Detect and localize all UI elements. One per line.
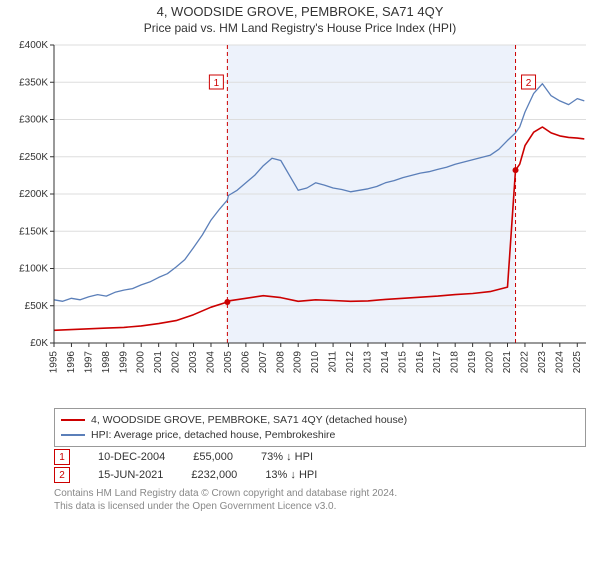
svg-text:2017: 2017 xyxy=(432,351,443,374)
svg-text:1999: 1999 xyxy=(118,351,129,374)
svg-text:2002: 2002 xyxy=(171,351,182,374)
annotation-date-2: 15-JUN-2021 xyxy=(98,469,163,481)
svg-text:£400K: £400K xyxy=(19,40,48,51)
annotation-date-1: 10-DEC-2004 xyxy=(98,451,165,463)
svg-text:2020: 2020 xyxy=(485,351,496,374)
svg-text:2: 2 xyxy=(526,78,532,89)
legend-label-property: 4, WOODSIDE GROVE, PEMBROKE, SA71 4QY (d… xyxy=(91,413,407,428)
svg-text:£50K: £50K xyxy=(25,301,49,312)
legend: 4, WOODSIDE GROVE, PEMBROKE, SA71 4QY (d… xyxy=(54,408,586,447)
svg-text:2003: 2003 xyxy=(188,351,199,374)
footnote: Contains HM Land Registry data © Crown c… xyxy=(54,487,586,513)
svg-text:£350K: £350K xyxy=(19,77,48,88)
svg-text:2015: 2015 xyxy=(397,351,408,374)
chart-title: 4, WOODSIDE GROVE, PEMBROKE, SA71 4QY xyxy=(0,4,600,19)
svg-text:1995: 1995 xyxy=(49,351,60,374)
svg-text:2001: 2001 xyxy=(153,351,164,374)
annotation-row-2: 2 15-JUN-2021 £232,000 13% ↓ HPI xyxy=(54,467,586,483)
svg-text:2024: 2024 xyxy=(554,351,565,374)
svg-text:2013: 2013 xyxy=(362,351,373,374)
svg-text:2004: 2004 xyxy=(205,351,216,374)
annotation-price-2: £232,000 xyxy=(191,469,237,481)
svg-text:£250K: £250K xyxy=(19,152,48,163)
annotation-row-1: 1 10-DEC-2004 £55,000 73% ↓ HPI xyxy=(54,449,586,465)
svg-text:2000: 2000 xyxy=(136,351,147,374)
annotation-price-1: £55,000 xyxy=(193,451,233,463)
svg-text:2012: 2012 xyxy=(345,351,356,374)
chart-subtitle: Price paid vs. HM Land Registry's House … xyxy=(0,21,600,35)
price-chart: £0K £50K £100K £150K £200K £250K £300K £350K £40… xyxy=(0,39,600,404)
svg-text:2008: 2008 xyxy=(275,351,286,374)
svg-text:1997: 1997 xyxy=(83,351,94,374)
svg-text:1: 1 xyxy=(214,78,220,89)
svg-text:2014: 2014 xyxy=(380,351,391,374)
svg-text:2006: 2006 xyxy=(240,351,251,374)
svg-text:2018: 2018 xyxy=(450,351,461,374)
svg-text:2025: 2025 xyxy=(572,351,583,374)
annotation-marker-1: 1 xyxy=(54,449,70,465)
svg-text:2010: 2010 xyxy=(310,351,321,374)
svg-text:£200K: £200K xyxy=(19,189,48,200)
svg-text:£300K: £300K xyxy=(19,115,48,126)
legend-label-hpi: HPI: Average price, detached house, Pemb… xyxy=(91,428,335,443)
annotation-marker-2: 2 xyxy=(54,467,70,483)
svg-text:2005: 2005 xyxy=(223,351,234,374)
svg-text:1998: 1998 xyxy=(101,351,112,374)
svg-text:2023: 2023 xyxy=(537,351,548,374)
svg-text:2021: 2021 xyxy=(502,351,513,374)
svg-text:1996: 1996 xyxy=(66,351,77,374)
annotation-delta-2: 13% ↓ HPI xyxy=(265,469,317,481)
svg-text:2009: 2009 xyxy=(293,351,304,374)
svg-text:2016: 2016 xyxy=(415,351,426,374)
svg-text:£100K: £100K xyxy=(19,264,48,275)
svg-text:2019: 2019 xyxy=(467,351,478,374)
legend-item-hpi: HPI: Average price, detached house, Pemb… xyxy=(61,428,579,443)
svg-text:£150K: £150K xyxy=(19,226,48,237)
legend-item-property: 4, WOODSIDE GROVE, PEMBROKE, SA71 4QY (d… xyxy=(61,413,579,428)
svg-text:£0K: £0K xyxy=(30,338,48,349)
annotation-delta-1: 73% ↓ HPI xyxy=(261,451,313,463)
svg-text:2022: 2022 xyxy=(519,351,530,374)
svg-text:2011: 2011 xyxy=(328,351,339,373)
svg-text:2007: 2007 xyxy=(258,351,269,374)
